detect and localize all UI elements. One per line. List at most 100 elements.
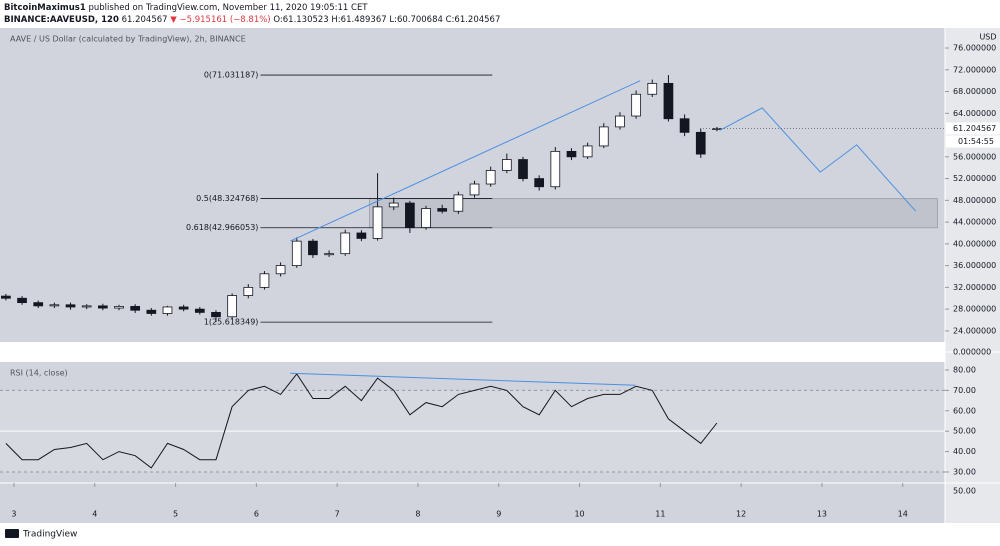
projection-path [719, 107, 917, 212]
fib-label: 0(71.031187) [204, 71, 259, 80]
pane-scale-label: 0.000000 [953, 348, 991, 357]
header-line-1: BitcoinMaximus1 published on TradingView… [4, 3, 368, 13]
y-tick-label: 28.000000 [953, 305, 996, 314]
candle-body [534, 178, 545, 188]
candle-body [194, 308, 205, 313]
change: ▼ −5.915161 (−8.81%) [170, 15, 270, 25]
y-tick-label: 80.00 [953, 365, 976, 374]
y-tick-label: 40.00 [953, 447, 976, 456]
candle-body [114, 306, 124, 309]
time-axis [0, 483, 945, 523]
candle-body [259, 273, 270, 288]
candle-body [98, 305, 108, 309]
publisher: BitcoinMaximus1 [4, 3, 86, 13]
price: 61.204567 [122, 15, 168, 25]
y-tick-label: 40.000000 [953, 239, 996, 248]
candle-body [33, 302, 44, 307]
candle-body [356, 232, 367, 239]
y-tick-label: 48.000000 [953, 196, 996, 205]
candle-body [243, 286, 254, 296]
symbol: BINANCE:AAVEUSD, 120 [4, 15, 119, 25]
candle-body [421, 208, 431, 228]
candle-body [582, 145, 593, 158]
candle-body [65, 304, 76, 308]
candle-body [550, 150, 561, 188]
y-tick-label: 50.00 [953, 427, 976, 436]
rsi-scale-label: 50.00 [953, 487, 976, 496]
candle-body [291, 240, 302, 267]
y-tick-label: 36.000000 [953, 261, 996, 270]
candle-body [615, 115, 625, 128]
rsi-trendline [290, 372, 636, 386]
candle-body [1, 295, 11, 299]
fib-zone [368, 198, 938, 229]
ohlc: O:61.130523 H:61.489367 L:60.700684 C:61… [273, 15, 500, 25]
x-tick-label: 5 [173, 510, 178, 519]
candle-body [469, 183, 480, 196]
candle-body [712, 128, 722, 130]
candle-body [178, 306, 189, 310]
rsi-pane-title: RSI (14, close) [10, 369, 68, 378]
candle-body [631, 93, 641, 117]
trendline [290, 80, 641, 242]
y-tick-label: 70.00 [953, 386, 976, 395]
candle-body [227, 295, 237, 318]
brand-name: TradingView [22, 530, 77, 540]
last-price-box [946, 122, 1000, 135]
candle-body [211, 312, 221, 318]
candle-body [405, 202, 415, 228]
candle-body [647, 82, 658, 95]
candle-body [485, 170, 496, 185]
candle-body [372, 206, 383, 239]
price-axis [945, 28, 1000, 523]
x-tick-label: 10 [574, 510, 584, 519]
rsi-line [5, 373, 718, 469]
y-tick-label: 24.000000 [953, 326, 996, 335]
y-tick-label: 68.000000 [953, 87, 996, 96]
candle-body [598, 126, 609, 147]
candle-body [324, 253, 334, 256]
fib-label: 0.5(48.324768) [196, 194, 258, 203]
candle-body [518, 159, 528, 179]
fib-label: 0.618(42.966053) [186, 223, 258, 232]
x-tick-label: 13 [817, 510, 827, 519]
currency-label: USD [979, 33, 996, 42]
candle-body [501, 159, 512, 171]
y-tick-label: 56.000000 [953, 152, 996, 161]
x-tick-label: 14 [898, 510, 908, 519]
plot: 24.00000028.00000032.00000036.00000040.0… [0, 44, 1000, 519]
candle-body [49, 304, 60, 307]
y-tick-label: 64.000000 [953, 109, 996, 118]
brand-logo [5, 529, 19, 538]
x-tick-label: 6 [254, 510, 259, 519]
header-line-2: BINANCE:AAVEUSD, 120 61.204567 ▼ −5.9151… [4, 15, 500, 25]
countdown: 01:54:55 [958, 137, 994, 146]
candle-body [437, 208, 448, 212]
y-tick-label: 60.00 [953, 406, 976, 415]
candle-body [130, 306, 141, 311]
fib-label: 1(25.618349) [204, 318, 259, 327]
candle-body [566, 150, 577, 158]
rsi-pane [0, 362, 945, 483]
countdown-box [946, 135, 1000, 148]
x-tick-label: 9 [496, 510, 501, 519]
y-tick-label: 52.000000 [953, 174, 996, 183]
x-tick-label: 8 [415, 510, 420, 519]
y-tick-label: 44.000000 [953, 218, 996, 227]
x-tick-label: 11 [655, 510, 665, 519]
price-pane-title: AAVE / US Dollar (calculated by TradingV… [10, 35, 246, 44]
brand: TradingView [5, 529, 77, 540]
x-tick-label: 4 [92, 510, 97, 519]
candle-body [695, 131, 706, 155]
candle-body [275, 265, 286, 275]
candle-body [453, 194, 464, 212]
last-price-label: 61.204567 [953, 124, 996, 133]
candle-body [663, 82, 674, 120]
candle-body [679, 118, 690, 133]
candle-body [17, 297, 27, 304]
y-tick-label: 76.000000 [953, 44, 996, 53]
candle-body [146, 309, 157, 314]
candle-body [340, 232, 351, 255]
